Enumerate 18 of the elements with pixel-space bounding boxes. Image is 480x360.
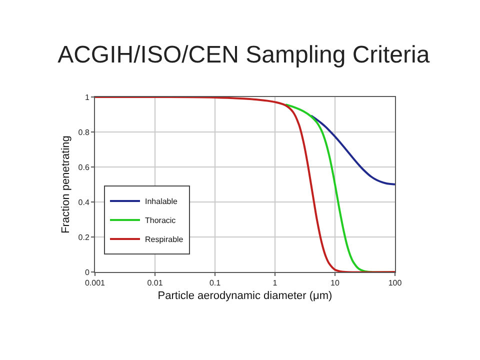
legend-label: Inhalable	[145, 197, 178, 206]
x-tick-label: 0.1	[209, 278, 222, 288]
legend-label: Thoracic	[145, 216, 176, 226]
x-tick-label: 100	[388, 278, 402, 288]
chart-title: ACGIH/ISO/CEN Sampling Criteria	[58, 41, 430, 68]
y-tick-label: 1	[84, 92, 90, 102]
x-tick-label: 0.001	[84, 278, 106, 288]
x-tick-label: 1	[272, 278, 278, 288]
y-tick-label: 0.2	[78, 232, 90, 242]
x-tick-label: 0.01	[147, 278, 164, 288]
y-axis-title: Fraction penetrating	[60, 136, 72, 234]
y-tick-label: 0.8	[78, 128, 90, 137]
y-tick-label: 0.4	[78, 198, 90, 207]
x-tick-label: 10	[330, 278, 340, 288]
y-tick-label: 0	[84, 268, 90, 277]
legend-label: Respirable	[145, 235, 184, 244]
y-tick-label: 0.6	[78, 162, 90, 172]
x-axis-title: Particle aerodynamic diameter (μm)	[158, 290, 332, 302]
